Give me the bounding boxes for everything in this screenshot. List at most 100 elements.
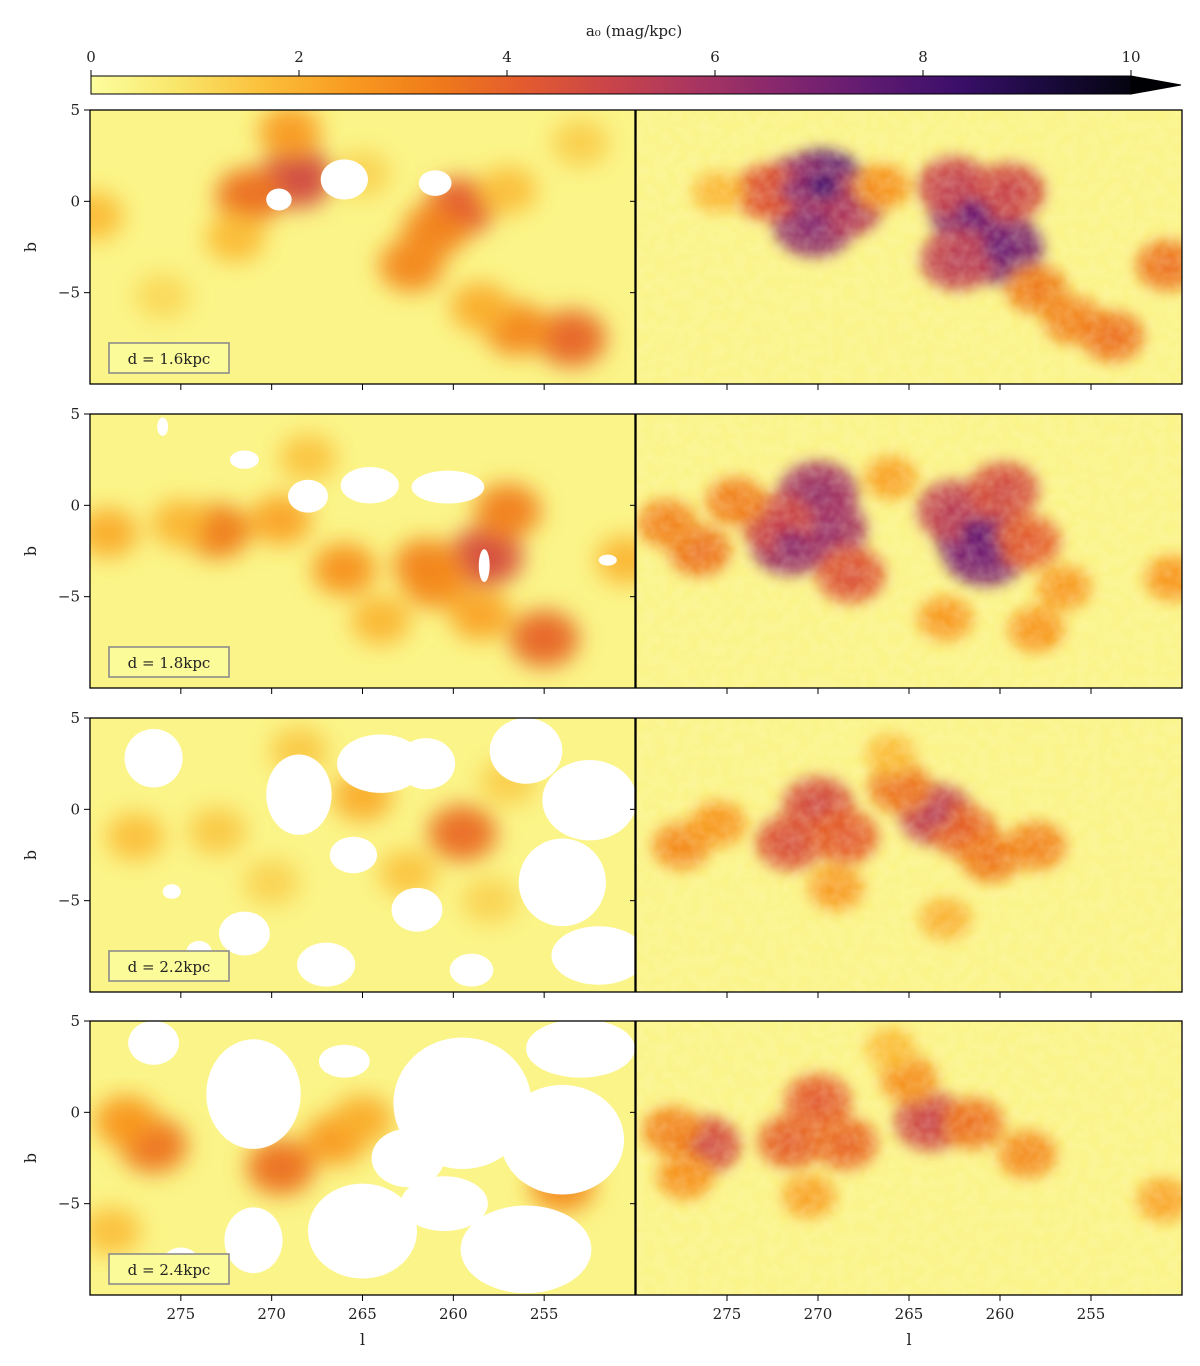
extinction-clump-core <box>95 522 121 543</box>
map-left-1 <box>90 110 635 384</box>
extinction-clump <box>90 191 124 241</box>
extinction-clump-core <box>397 254 426 277</box>
extinction-clump-core <box>421 571 449 593</box>
extinction-clump-core <box>296 448 320 468</box>
colorbar-tick-label: 4 <box>502 48 512 66</box>
extinction-clump-core <box>235 184 265 208</box>
y-tick-label: 0 <box>70 192 80 210</box>
colorbar-extend-arrow <box>1130 75 1182 95</box>
extinction-clump-core <box>503 318 531 341</box>
map-right-3 <box>636 718 1182 992</box>
panel-row-3: 5 0 −5 b d = 2.2kpc <box>21 709 1183 998</box>
colorbar-label: a₀ (mag/kpc) <box>586 22 682 40</box>
y-tick-label: 0 <box>70 800 80 818</box>
y-tick-label: −5 <box>58 1195 80 1213</box>
extinction-clump-core <box>223 228 248 248</box>
extinction-clump-core <box>548 1174 576 1197</box>
panel-row-4: 275 270 265 260 255 5 0 −5 b d = 2.4kpc l 275 270 265… <box>21 1012 1183 1349</box>
map-right-2 <box>636 414 1182 688</box>
pixel-noise <box>636 1021 1182 1295</box>
extinction-clump-core <box>260 873 284 892</box>
distance-label-box <box>108 1253 230 1285</box>
panel-row-2: 5 0 −5 b d = 1.8kpc <box>21 405 1183 694</box>
extinction-clump-core <box>123 827 148 847</box>
panel-row-1: 5 0 −5 b d = 1.6kpc <box>21 101 1183 390</box>
x-tick-label: 255 <box>530 1305 559 1323</box>
map-left-2 <box>90 414 635 688</box>
y-tick-label: −5 <box>58 588 80 606</box>
extinction-clump-core <box>412 554 440 577</box>
pixel-noise <box>636 718 1182 992</box>
y-tick-label: −5 <box>58 284 80 302</box>
extinction-clump-core <box>421 219 450 242</box>
extinction-clump-core <box>349 1109 376 1130</box>
extinction-clump-core <box>556 326 587 351</box>
extinction-clump-core <box>467 604 494 626</box>
extinction-clump-core <box>496 772 520 792</box>
extinction-clump-core <box>99 1221 124 1241</box>
extinction-clump-core <box>266 1155 296 1179</box>
extinction-clump-core <box>205 821 229 841</box>
extinction-clump-core <box>470 543 502 570</box>
extinction-clump-core <box>139 1133 169 1157</box>
x-tick-label: 255 <box>1077 1305 1106 1323</box>
extinction-clump-core <box>495 180 520 201</box>
extinction-clump-core <box>151 287 175 306</box>
extinction-clump-core <box>368 610 394 631</box>
colorbar-tick-label: 6 <box>710 48 720 66</box>
colorbar: a₀ (mag/kpc) 0 2 4 6 8 10 <box>86 22 1182 95</box>
x-tick-label: 265 <box>895 1305 924 1323</box>
colorbar-tick-label: 2 <box>294 48 304 66</box>
colorbar-gradient <box>90 75 1132 95</box>
distance-label-box <box>108 342 230 374</box>
colorbar-tick-label: 10 <box>1121 48 1140 66</box>
extinction-clump-core <box>281 164 314 191</box>
x-tick-label: 265 <box>348 1305 377 1323</box>
extinction-clump-core <box>276 121 303 143</box>
y-tick-label: 0 <box>70 1103 80 1121</box>
extinction-clump-core <box>349 786 376 807</box>
distance-label: d = 1.6kpc <box>128 350 211 368</box>
extinction-clump-core <box>287 741 311 761</box>
x-axis-label: l <box>906 1330 911 1349</box>
map-right-4 <box>636 1021 1182 1295</box>
distance-label-box <box>108 646 230 678</box>
y-axis-label: b <box>21 850 40 860</box>
map-left-4 <box>90 1021 635 1295</box>
extinction-clump-core <box>447 821 478 845</box>
x-tick-label: 275 <box>167 1305 196 1323</box>
y-tick-label: −5 <box>58 892 80 910</box>
extinction-clump-core <box>322 1129 349 1151</box>
y-axis-label: b <box>21 242 40 252</box>
extinction-clump-core <box>350 164 375 184</box>
x-axis-label: l <box>360 1330 365 1349</box>
distance-label: d = 1.8kpc <box>128 654 211 672</box>
x-tick-label: 270 <box>804 1305 833 1323</box>
x-tick-label: 260 <box>439 1305 468 1323</box>
distance-label-box <box>108 950 230 982</box>
extinction-clump-core <box>568 133 593 153</box>
extinction-clump-core <box>267 509 294 531</box>
distance-label: d = 2.2kpc <box>128 958 211 976</box>
map-left-3 <box>90 718 635 992</box>
y-axis-label: b <box>21 546 40 556</box>
extinction-clump-core <box>445 194 476 219</box>
extinction-clump-core <box>493 499 522 523</box>
y-tick-label: 5 <box>70 405 80 423</box>
extinction-clump-core <box>613 550 635 571</box>
extinction-clump-core <box>478 891 502 910</box>
extinction-clump-core <box>395 863 420 883</box>
pixel-noise <box>636 110 1182 384</box>
colorbar-tick-label: 8 <box>918 48 928 66</box>
extinction-clump-core <box>467 297 494 318</box>
extinction-clump-core <box>113 1110 140 1133</box>
y-axis-label: b <box>21 1153 40 1163</box>
pixel-noise <box>636 414 1182 688</box>
x-tick-label: 270 <box>257 1305 286 1323</box>
y-tick-label: 5 <box>70 709 80 727</box>
extinction-clump-core <box>168 513 194 534</box>
y-tick-label: 5 <box>70 101 80 119</box>
map-right-1 <box>636 110 1182 384</box>
y-tick-label: 5 <box>70 1012 80 1030</box>
